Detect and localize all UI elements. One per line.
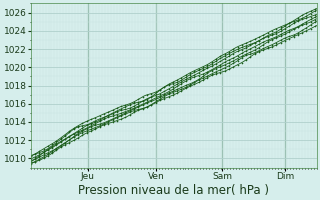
X-axis label: Pression niveau de la mer( hPa ): Pression niveau de la mer( hPa ) [78,184,269,197]
